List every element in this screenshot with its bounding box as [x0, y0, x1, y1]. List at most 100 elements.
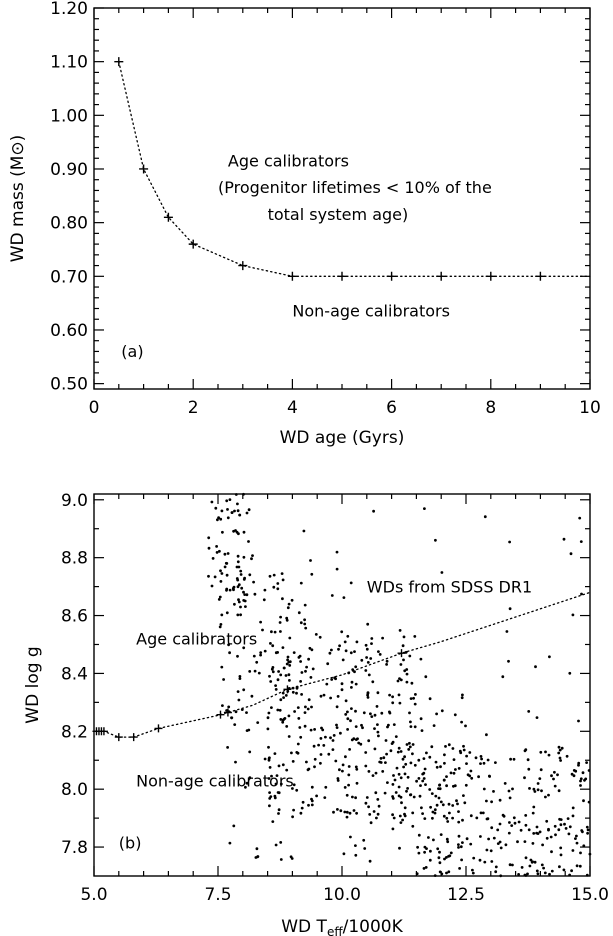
scatter-point [418, 794, 422, 798]
scatter-point [286, 658, 289, 662]
scatter-point [461, 693, 464, 697]
scatter-point [445, 816, 449, 820]
scatter-point [219, 623, 223, 626]
scatter-point [331, 739, 335, 742]
scatter-point [452, 758, 456, 761]
scatter-point [492, 790, 495, 793]
scatter-point [306, 768, 310, 772]
panel-a-mass-vs-age: 0 2 4 6 8 10 0.50 0.60 0.70 0.80 0.90 1.00 1.10 1.20 A… [8, 0, 601, 448]
scatter-point [319, 753, 323, 756]
scatter-point [365, 656, 368, 659]
scatter-point [236, 509, 240, 513]
scatter-point [403, 755, 406, 759]
x-tick-label: 15.0 [571, 885, 609, 905]
scatter-point [310, 803, 314, 807]
scatter-point [291, 690, 295, 694]
scatter-point [548, 655, 551, 659]
scatter-point [485, 848, 489, 852]
scatter-point [373, 747, 377, 751]
scatter-point [357, 741, 361, 745]
scatter-point [304, 669, 307, 673]
scatter-point [376, 730, 380, 734]
scatter-point [527, 710, 531, 713]
scatter-point [508, 607, 512, 611]
scatter-point [354, 844, 357, 847]
y-tick-label: 8.2 [61, 722, 88, 742]
scatter-point [475, 816, 479, 820]
scatter-point [303, 622, 307, 626]
scatter-point [524, 823, 528, 827]
scatter-point [438, 783, 441, 787]
scatter-point [288, 636, 292, 640]
scatter-point [403, 669, 407, 673]
scatter-point [237, 600, 241, 604]
scatter-point [558, 865, 561, 869]
scatter-point [350, 686, 353, 689]
scatter-point [282, 696, 285, 699]
scatter-point [572, 774, 576, 778]
scatter-point [434, 538, 437, 542]
scatter-point [384, 761, 387, 764]
scatter-point [545, 819, 549, 823]
scatter-point [295, 691, 298, 695]
boundary-marker [129, 733, 138, 742]
scatter-point [399, 750, 403, 753]
scatter-point [539, 750, 543, 754]
scatter-point [405, 789, 408, 793]
scatter-point [444, 745, 447, 748]
scatter-point [352, 737, 356, 741]
scatter-point [547, 793, 550, 797]
scatter-point [256, 855, 259, 859]
scatter-point [496, 842, 500, 845]
scatter-point [408, 711, 411, 715]
scatter-point [531, 842, 535, 845]
scatter-point [343, 786, 347, 789]
scatter-point [268, 674, 271, 678]
scatter-point [446, 840, 450, 844]
scatter-point [405, 680, 409, 684]
scatter-point [360, 723, 363, 727]
scatter-point [458, 867, 461, 870]
panel-b-logg-vs-teff: 5.0 7.5 10.0 12.5 15.0 7.8 8.0 8.2 8.4 8.6 8.8 9.0 W… [23, 491, 609, 936]
scatter-point [240, 586, 244, 590]
scatter-point [210, 584, 214, 588]
scatter-point [346, 728, 349, 731]
scatter-point [373, 727, 376, 730]
scatter-point [553, 770, 556, 774]
scatter-point [371, 680, 375, 684]
boundary-marker [283, 685, 292, 694]
scatter-point [344, 713, 348, 716]
scatter-point [311, 667, 315, 671]
scatter-point [540, 789, 543, 793]
scatter-point [253, 669, 257, 673]
scatter-point [509, 757, 512, 761]
scatter-point [215, 551, 219, 554]
scatter-point [443, 857, 446, 861]
scatter-point [385, 659, 389, 663]
scatter-point [345, 815, 349, 819]
scatter-point [439, 800, 443, 804]
scatter-point [364, 751, 368, 754]
scatter-point [457, 834, 461, 838]
scatter-point [285, 725, 289, 728]
scatter-point [501, 675, 505, 679]
scatter-point [406, 787, 409, 790]
scatter-point [559, 853, 563, 857]
scatter-point [236, 578, 240, 582]
scatter-point [281, 597, 284, 601]
scatter-point [339, 731, 342, 735]
scatter-point [364, 669, 368, 672]
y-tick-label: 9.0 [61, 491, 88, 511]
scatter-point [354, 682, 358, 686]
scatter-point [527, 828, 531, 832]
scatter-point [486, 817, 490, 821]
scatter-point [485, 799, 488, 803]
scatter-point [571, 613, 575, 617]
boundary-marker [154, 724, 163, 733]
scatter-point [290, 751, 293, 755]
scatter-point [299, 660, 302, 663]
scatter-point [523, 749, 527, 753]
scatter-point [533, 860, 537, 864]
scatter-point [556, 773, 559, 777]
scatter-point [299, 811, 303, 815]
